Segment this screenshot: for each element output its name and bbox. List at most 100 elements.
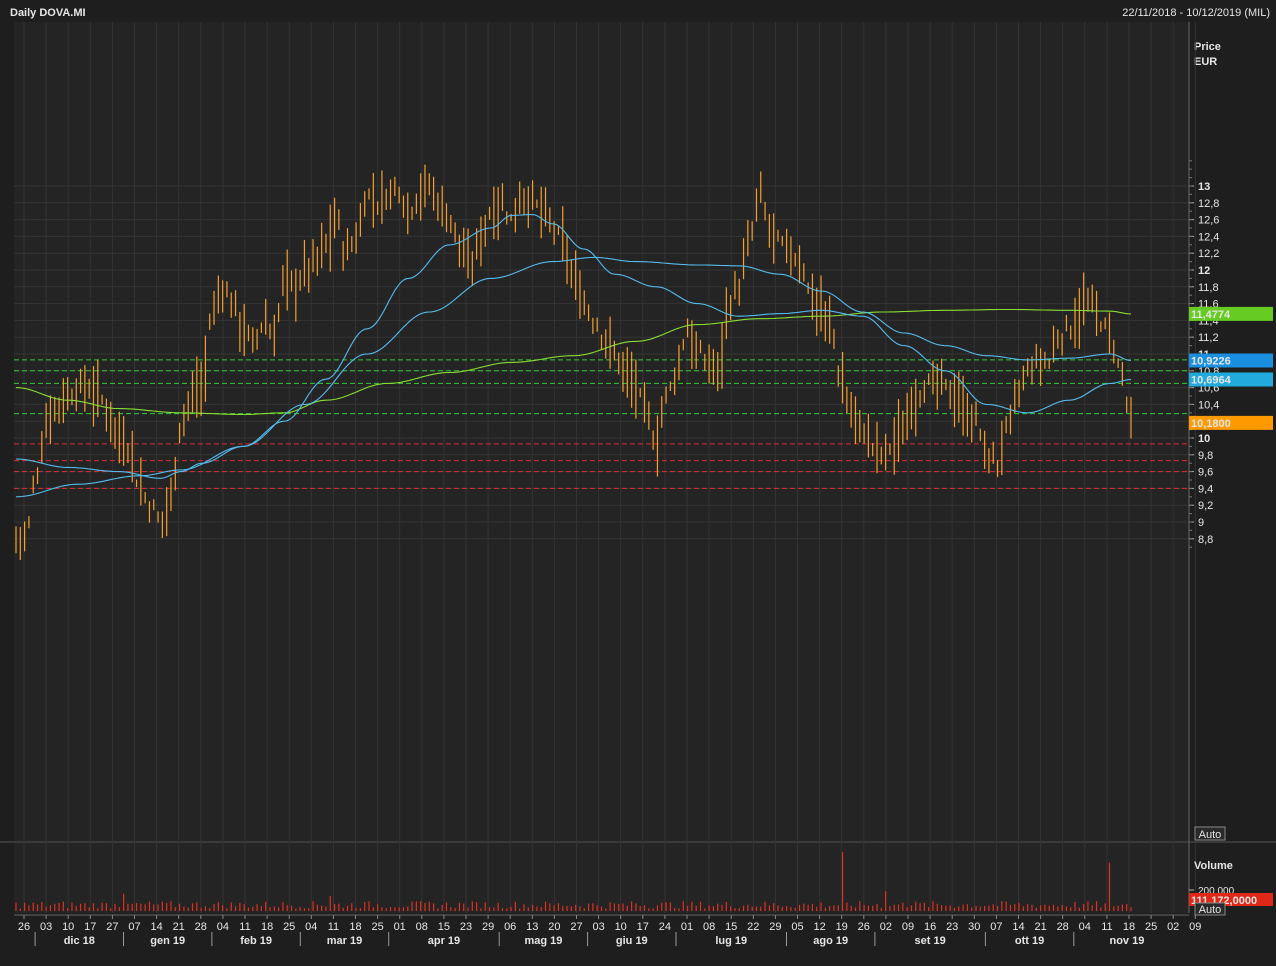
x-day-label: 23 xyxy=(946,921,958,933)
x-day-label: 03 xyxy=(592,921,604,933)
x-month-label: ott 19 xyxy=(1015,935,1044,947)
y-tick-label: 12 xyxy=(1198,265,1210,277)
x-day-label: 13 xyxy=(526,921,538,933)
x-month-label: giu 19 xyxy=(616,935,648,947)
x-day-label: 03 xyxy=(40,921,52,933)
x-day-label: 11 xyxy=(328,921,339,933)
volume-tick-label: 200.000 xyxy=(1198,886,1235,897)
volume-axis-title: Volume xyxy=(1194,860,1233,872)
x-day-label: 18 xyxy=(1123,921,1135,933)
x-day-label: 17 xyxy=(637,921,649,933)
price-axis-unit: EUR xyxy=(1194,56,1217,68)
y-tick-label: 12,4 xyxy=(1198,231,1219,243)
x-day-label: 27 xyxy=(106,921,118,933)
x-day-label: 22 xyxy=(747,921,759,933)
value-tag-label: 11,4774 xyxy=(1191,309,1231,321)
x-day-label: 17 xyxy=(84,921,96,933)
x-month-label: ago 19 xyxy=(813,935,848,947)
y-tick-label: 8,8 xyxy=(1198,534,1213,546)
x-month-label: set 19 xyxy=(915,935,946,947)
price-auto-button[interactable] xyxy=(1194,826,1226,841)
x-day-label: 18 xyxy=(349,921,361,933)
x-day-label: 11 xyxy=(239,921,250,933)
value-tag xyxy=(1189,415,1273,430)
price-axis-title: Price xyxy=(1194,41,1221,53)
x-day-label: 08 xyxy=(416,921,428,933)
x-day-label: 29 xyxy=(482,921,494,933)
volume-auto-button[interactable] xyxy=(1194,902,1226,916)
date-axis: 26 03 10 17 27 07 14 21 28 04 11 18 25 04 11 18 25 01 08 15… xyxy=(18,915,1201,947)
y-tick-label: 12,2 xyxy=(1198,248,1219,260)
x-day-label: 11 xyxy=(1101,921,1112,933)
current-value-tags: 11,4774 10,9226 10,6964 10,1800 xyxy=(1189,306,1273,430)
value-tag-label: 10,6964 xyxy=(1191,375,1232,387)
y-tick-label: 9,2 xyxy=(1198,500,1213,512)
y-tick-label: 9,4 xyxy=(1198,483,1213,495)
x-day-label: 23 xyxy=(460,921,472,933)
x-day-label: 14 xyxy=(1012,921,1024,933)
x-month-label: mar 19 xyxy=(327,935,362,947)
moving-average-short xyxy=(15,214,1132,479)
y-tick-label: 11,8 xyxy=(1198,282,1219,294)
x-day-label: 19 xyxy=(836,921,848,933)
y-tick-label: 10 xyxy=(1198,433,1210,445)
x-month-label: apr 19 xyxy=(428,935,460,947)
x-day-label: 15 xyxy=(725,921,737,933)
x-day-label: 29 xyxy=(769,921,781,933)
x-day-label: 24 xyxy=(659,921,671,933)
x-day-label: 26 xyxy=(858,921,870,933)
x-day-label: 08 xyxy=(703,921,715,933)
x-day-label: 05 xyxy=(791,921,803,933)
value-tag-label: 10,9226 xyxy=(1191,356,1231,368)
x-day-label: 10 xyxy=(615,921,627,933)
x-day-label: 18 xyxy=(261,921,273,933)
x-day-label: 25 xyxy=(371,921,383,933)
date-range: 22/11/2018 - 10/12/2019 (MIL) xyxy=(1122,7,1270,19)
value-tag xyxy=(1189,306,1273,321)
x-day-label: 21 xyxy=(1034,921,1046,933)
x-month-label: gen 19 xyxy=(150,935,185,947)
x-day-label: 09 xyxy=(1189,921,1201,933)
volume-plot-area xyxy=(14,843,1189,913)
x-month-label: feb 19 xyxy=(240,935,272,947)
x-day-label: 12 xyxy=(813,921,825,933)
y-tick-label: 9 xyxy=(1198,517,1204,529)
x-day-label: 01 xyxy=(394,921,406,933)
y-tick-label: 9,8 xyxy=(1198,450,1213,462)
x-day-label: 20 xyxy=(548,921,560,933)
x-day-label: 02 xyxy=(880,921,892,933)
volume-auto-label: Auto xyxy=(1199,904,1222,916)
x-day-label: 04 xyxy=(217,921,229,933)
x-day-label: 21 xyxy=(173,921,185,933)
x-day-label: 04 xyxy=(1079,921,1091,933)
x-day-label: 28 xyxy=(195,921,207,933)
y-tick-label: 12,8 xyxy=(1198,198,1219,210)
moving-averages xyxy=(15,214,1132,498)
x-day-label: 02 xyxy=(1167,921,1179,933)
x-month-label: nov 19 xyxy=(1109,935,1144,947)
x-month-label: dic 18 xyxy=(64,935,95,947)
x-day-label: 16 xyxy=(924,921,936,933)
x-day-label: 25 xyxy=(1145,921,1157,933)
x-month-label: mag 19 xyxy=(524,935,562,947)
x-day-label: 27 xyxy=(570,921,582,933)
x-day-label: 25 xyxy=(283,921,295,933)
x-month-label: lug 19 xyxy=(715,935,747,947)
price-axis-ticks: 8,899,29,49,69,81010,210,410,610,81111,2… xyxy=(1189,160,1219,548)
price-plot-area xyxy=(14,22,1189,841)
y-tick-label: 9,6 xyxy=(1198,467,1213,479)
x-day-label: 30 xyxy=(968,921,980,933)
moving-average-long xyxy=(15,308,1132,416)
x-day-label: 10 xyxy=(62,921,74,933)
y-tick-label: 10,4 xyxy=(1198,399,1219,411)
y-tick-label: 13 xyxy=(1198,181,1210,193)
grid-lines xyxy=(14,22,1196,913)
x-day-label: 04 xyxy=(305,921,317,933)
x-day-label: 26 xyxy=(18,921,30,933)
value-tag xyxy=(1189,372,1273,387)
x-day-label: 09 xyxy=(902,921,914,933)
x-day-label: 14 xyxy=(150,921,162,933)
x-day-label: 06 xyxy=(504,921,516,933)
x-day-label: 01 xyxy=(681,921,693,933)
